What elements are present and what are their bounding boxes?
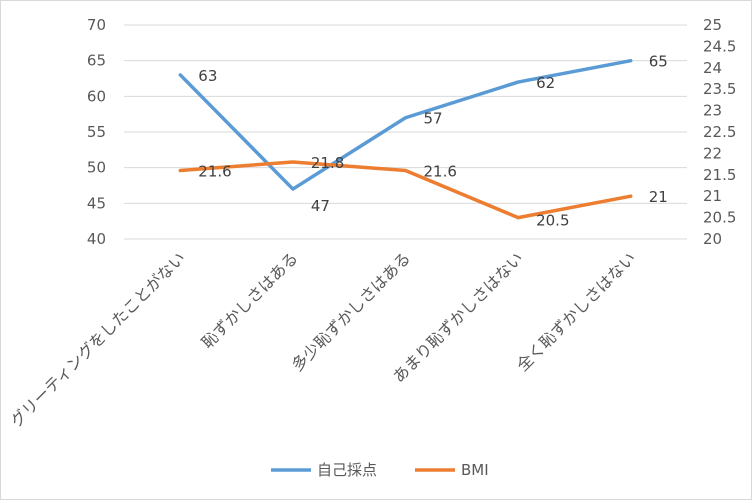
legend: 自己採点 BMI <box>271 461 489 479</box>
series-line-2 <box>178 160 633 220</box>
left-tick-label: 70 <box>87 16 106 34</box>
right-tick-label: 22 <box>703 144 722 162</box>
data-label: 63 <box>198 67 217 85</box>
category-axis: グリーティングをしたことがない 恥ずかしさはある多少恥ずかしさはあるあまり恥ずかし… <box>7 248 640 430</box>
right-tick-label: 23.5 <box>703 80 736 98</box>
right-tick-label: 24 <box>703 59 722 77</box>
right-tick-label: 20.5 <box>703 209 736 227</box>
left-tick-label: 55 <box>87 123 106 141</box>
series-lines <box>178 58 633 220</box>
data-label: 21.6 <box>198 163 231 181</box>
left-tick-label: 45 <box>87 194 106 212</box>
right-tick-label: 21.5 <box>703 166 736 184</box>
gridlines <box>124 24 687 240</box>
left-axis: 40 45 50 55 60 65 70 <box>87 16 106 248</box>
category-label: 多少恥ずかしさはある <box>288 248 415 375</box>
data-label: 62 <box>536 74 555 92</box>
data-label: 20.5 <box>536 212 569 230</box>
legend-label: BMI <box>461 461 489 479</box>
data-label: 21.6 <box>424 163 457 181</box>
right-tick-label: 21 <box>703 187 722 205</box>
data-label: 57 <box>424 110 443 128</box>
data-label: 65 <box>649 53 668 71</box>
category-label: 全く恥ずかしさはない <box>513 248 640 375</box>
right-tick-label: 24.5 <box>703 37 736 55</box>
right-tick-label: 23 <box>703 102 722 120</box>
data-label: 21 <box>649 188 668 206</box>
right-tick-label: 22.5 <box>703 123 736 141</box>
data-label: 47 <box>311 197 330 215</box>
legend-label: 自己採点 <box>317 461 377 479</box>
left-tick-label: 65 <box>87 52 106 70</box>
data-label: 21.8 <box>311 154 344 172</box>
right-axis: 20 20.5 21 21.5 22 22.5 23 23.5 24 24.5 25 <box>703 16 736 248</box>
left-tick-label: 40 <box>87 230 106 248</box>
left-tick-label: 50 <box>87 159 106 177</box>
series-line-1 <box>178 58 633 191</box>
right-tick-label: 20 <box>703 230 722 248</box>
category-label: グリーティングをしたことがない <box>7 248 189 430</box>
data-labels: 63 47 57 62 65 21.6 21.8 21.6 20.5 21 <box>198 53 667 230</box>
category-label: あまり恥ずかしさはない <box>389 248 527 386</box>
category-label: 恥ずかしさはある <box>198 248 302 352</box>
left-tick-label: 60 <box>87 87 106 105</box>
right-tick-label: 25 <box>703 16 722 34</box>
